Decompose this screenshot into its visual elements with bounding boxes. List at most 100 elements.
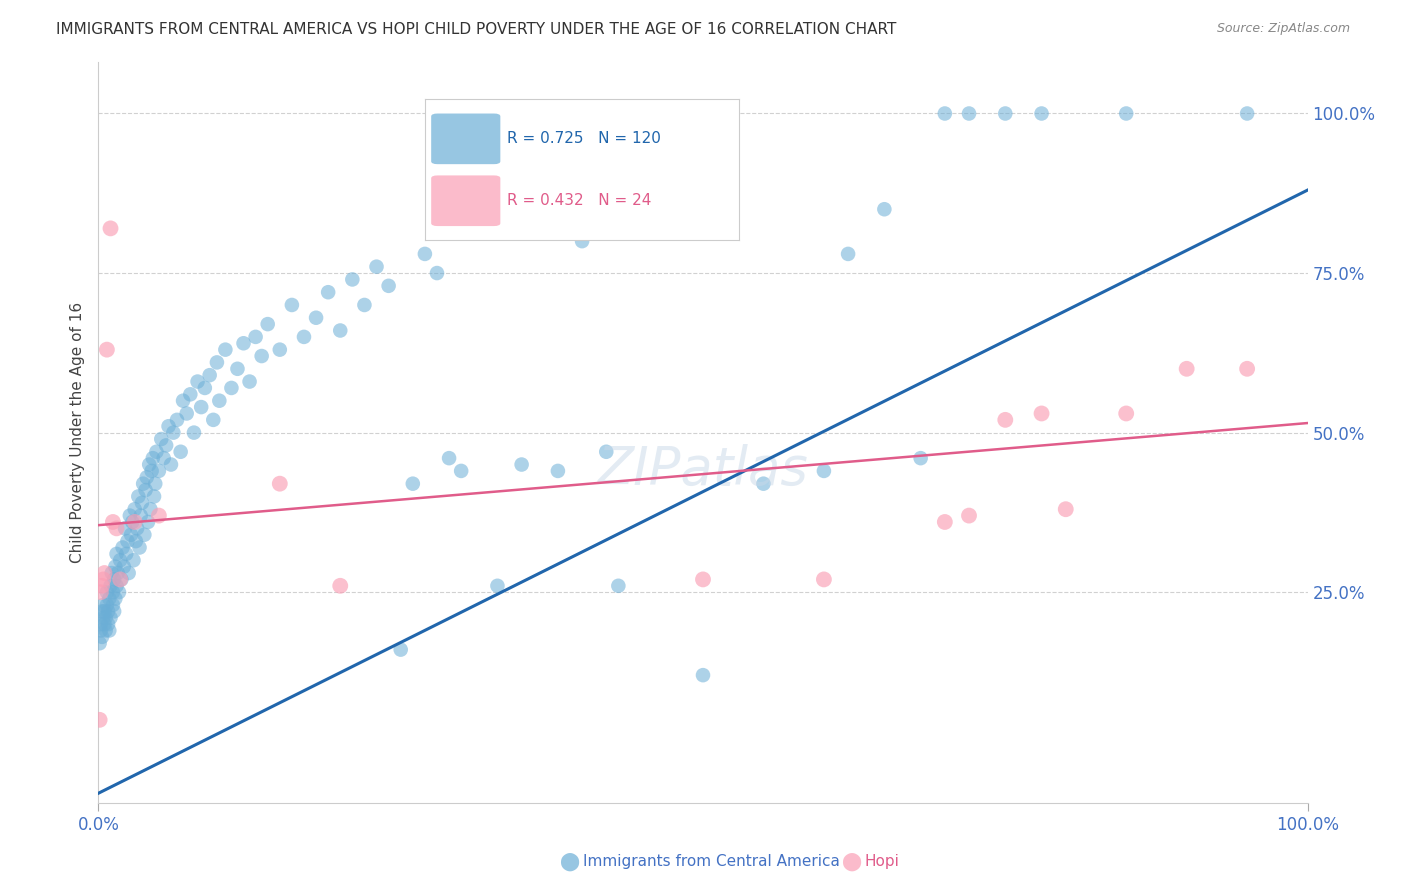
Point (292, 330, 315, 344)
Point (202, 413, 225, 427)
Point (98, 591, 121, 606)
Point (426, 266, 449, 280)
Point (402, 476, 425, 491)
Point (329, 579, 352, 593)
Point (112, 559, 135, 574)
Point (105, 579, 128, 593)
Point (934, 106, 956, 120)
Point (100, 611, 122, 625)
Point (91, 598, 114, 612)
Point (631, 221, 654, 235)
Point (342, 272, 364, 286)
Point (752, 476, 775, 491)
Text: Hopi: Hopi (865, 855, 900, 869)
Point (190, 400, 212, 414)
Point (89, 713, 111, 727)
Point (437, 451, 460, 466)
Point (152, 451, 174, 466)
Point (125, 534, 148, 549)
Point (104, 559, 127, 574)
Point (994, 413, 1017, 427)
Point (129, 508, 152, 523)
Point (198, 368, 221, 383)
Point (389, 642, 412, 657)
Point (157, 419, 180, 434)
Point (692, 668, 714, 682)
Point (94, 611, 117, 625)
Point (93, 617, 115, 632)
Point (100, 579, 122, 593)
Point (413, 247, 436, 261)
Point (873, 202, 896, 217)
Point (353, 298, 375, 312)
Point (93, 604, 115, 618)
Point (141, 464, 163, 478)
Point (101, 515, 124, 529)
Point (100, 221, 122, 235)
Point (172, 393, 194, 408)
Point (96, 598, 118, 612)
Point (1175, 361, 1198, 376)
Point (118, 508, 141, 523)
Point (176, 407, 198, 421)
Point (101, 598, 124, 612)
Point (1115, 106, 1137, 120)
Point (110, 573, 132, 587)
Point (486, 579, 509, 593)
Point (91, 604, 114, 618)
Point (100, 566, 122, 580)
Point (118, 566, 141, 580)
Point (316, 285, 339, 300)
Point (1031, 106, 1053, 120)
Text: Immigrants from Central America: Immigrants from Central America (583, 855, 841, 869)
Point (127, 490, 149, 504)
Point (214, 343, 236, 357)
Point (692, 573, 714, 587)
Point (221, 381, 243, 395)
Point (121, 515, 143, 529)
Point (115, 547, 138, 561)
Point (128, 541, 150, 555)
Point (90, 624, 112, 638)
Point (269, 476, 291, 491)
Point (595, 444, 617, 458)
Point (329, 324, 352, 338)
Point (957, 508, 980, 523)
Point (256, 317, 278, 331)
Point (150, 432, 173, 446)
Point (305, 310, 328, 325)
Point (205, 355, 228, 369)
Point (607, 579, 630, 593)
Point (97, 604, 120, 618)
Point (136, 515, 159, 529)
Point (135, 470, 157, 484)
Point (813, 573, 835, 587)
Point (1115, 407, 1137, 421)
Point (148, 508, 170, 523)
Text: ZIPatlas: ZIPatlas (598, 443, 808, 496)
Point (89, 636, 111, 650)
Point (120, 527, 142, 541)
Point (90, 617, 112, 632)
Point (111, 541, 134, 555)
Point (135, 483, 157, 497)
Point (232, 336, 254, 351)
Point (98, 624, 121, 638)
Point (107, 566, 129, 580)
Point (155, 438, 177, 452)
Point (366, 260, 388, 274)
Point (90, 585, 112, 599)
Point (1236, 361, 1258, 376)
Point (104, 591, 127, 606)
Point (179, 387, 201, 401)
Text: Source: ZipAtlas.com: Source: ZipAtlas.com (1216, 22, 1350, 36)
Point (134, 527, 156, 541)
Point (994, 106, 1017, 120)
Point (281, 298, 304, 312)
Point (105, 547, 128, 561)
Point (226, 361, 249, 376)
Point (138, 458, 160, 472)
Point (91, 573, 114, 587)
Point (143, 490, 166, 504)
Point (162, 425, 184, 440)
